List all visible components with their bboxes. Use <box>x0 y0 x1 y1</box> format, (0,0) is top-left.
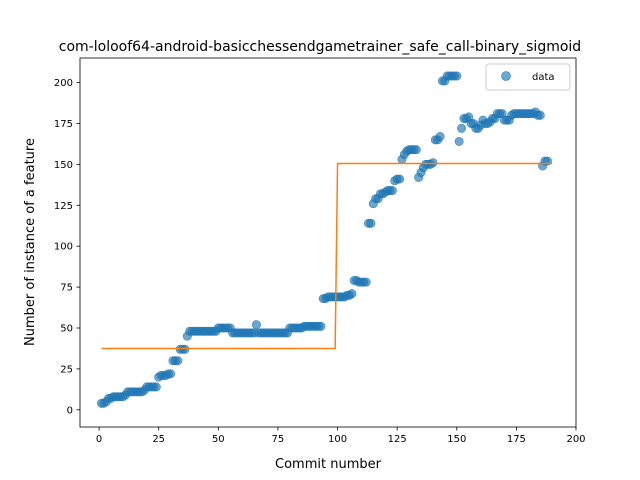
data-point <box>535 110 545 120</box>
x-tick-label: 125 <box>388 434 407 445</box>
data-point <box>452 71 462 81</box>
x-tick-label: 50 <box>212 434 225 445</box>
data-point <box>180 344 190 354</box>
data-point <box>251 320 261 330</box>
legend-label-data: data <box>532 72 555 83</box>
y-tick-label: 50 <box>60 324 73 335</box>
data-point <box>454 136 464 146</box>
data-point <box>151 382 161 392</box>
y-tick-label: 200 <box>54 78 73 89</box>
data-point <box>435 132 445 142</box>
data-point <box>347 289 357 299</box>
chart-title: com-loloof64-android-basicchessendgametr… <box>59 39 581 55</box>
legend-box <box>485 63 571 91</box>
data-point <box>316 321 326 331</box>
x-tick-label: 25 <box>152 434 165 445</box>
y-tick-label: 175 <box>54 119 73 130</box>
data-point <box>173 356 183 366</box>
data-point <box>457 123 467 133</box>
legend: data <box>485 63 571 91</box>
data-point <box>395 174 405 184</box>
x-tick-label: 150 <box>447 434 466 445</box>
data-point <box>361 277 371 287</box>
x-tick-label: 200 <box>566 434 585 445</box>
x-tick-label: 75 <box>272 434 285 445</box>
y-tick-label: 150 <box>54 160 73 171</box>
data-point <box>411 145 421 155</box>
y-tick-label: 125 <box>54 201 73 212</box>
fit-line <box>101 162 553 350</box>
x-axis-label: Commit number <box>275 457 382 472</box>
data-point <box>387 186 397 196</box>
y-tick-label: 75 <box>60 283 73 294</box>
data-point <box>366 218 376 228</box>
y-tick-label: 100 <box>54 242 73 253</box>
legend-marker-data <box>501 71 511 81</box>
x-tick-label: 100 <box>328 434 347 445</box>
x-tick-label: 175 <box>507 434 526 445</box>
axes-frame <box>79 57 577 428</box>
y-axis-label: Number of instance of a feature <box>23 138 38 346</box>
data-point <box>166 369 176 379</box>
y-tick-label: 25 <box>60 364 73 375</box>
data-point <box>428 158 438 168</box>
x-tick-label: 0 <box>96 434 102 445</box>
y-tick-label: 0 <box>67 405 73 416</box>
